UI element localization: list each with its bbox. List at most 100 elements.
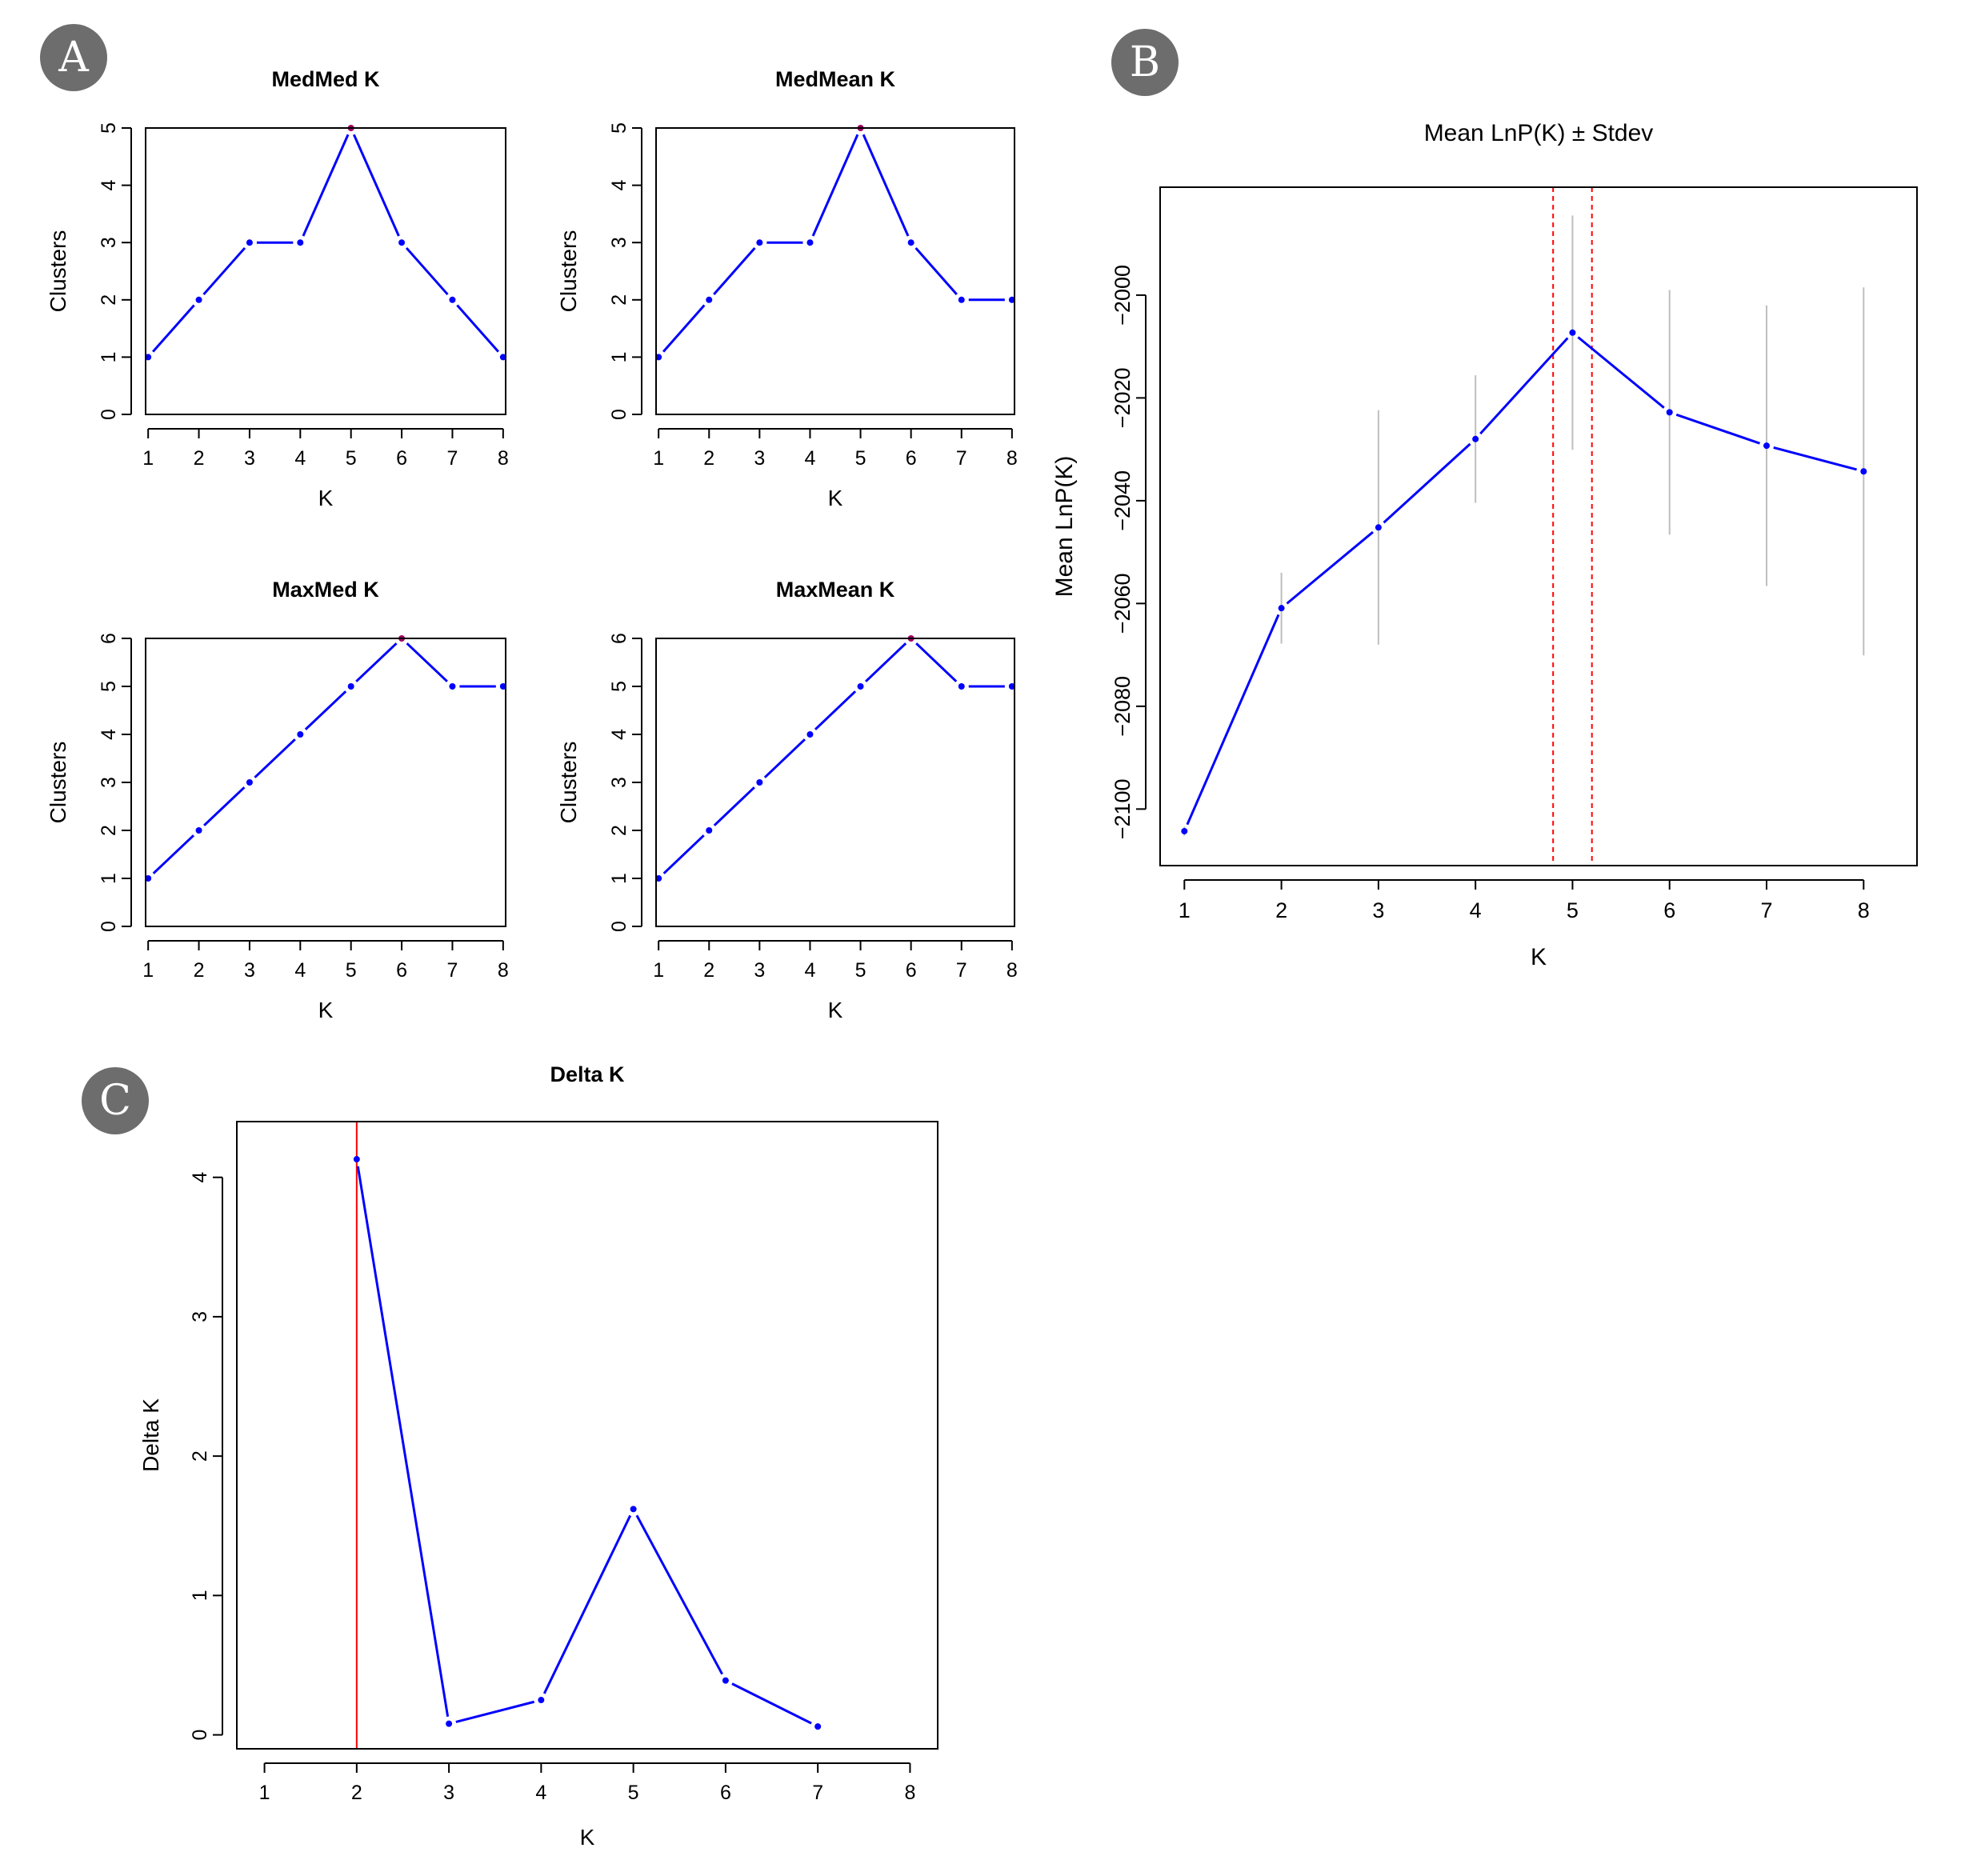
x-tick-label: 4 <box>535 1782 546 1804</box>
data-point <box>958 296 965 303</box>
series-segment <box>814 690 857 730</box>
x-axis-label: K <box>580 1825 595 1850</box>
x-tick-label: 2 <box>703 959 714 982</box>
data-point <box>958 683 965 690</box>
y-tick-label: 2 <box>608 825 630 836</box>
x-tick-label: 7 <box>812 1782 823 1804</box>
series-segment <box>352 134 400 237</box>
data-point <box>499 683 506 690</box>
y-tick-label: 3 <box>98 777 120 788</box>
x-axis-label: K <box>318 486 334 510</box>
panel-label-b: B <box>1111 29 1179 96</box>
y-axis-label: Clusters <box>556 742 581 824</box>
data-point <box>1569 329 1576 336</box>
y-tick-label: −2060 <box>1111 573 1135 634</box>
series-segment <box>1479 337 1569 435</box>
data-point <box>499 354 506 361</box>
plot-frame <box>145 127 506 415</box>
y-axis-label: Clusters <box>46 742 70 824</box>
y-tick-label: 4 <box>608 729 630 740</box>
y-tick-label: 2 <box>189 1450 211 1462</box>
x-tick-label: 6 <box>906 447 917 470</box>
series-segment <box>1186 614 1280 826</box>
series-segment <box>455 1700 535 1723</box>
y-tick-label: 1 <box>98 351 120 362</box>
x-tick-label: 3 <box>244 447 255 470</box>
x-tick-label: 1 <box>259 1782 270 1804</box>
data-point <box>195 827 202 834</box>
series-segment <box>254 738 296 778</box>
chart-title: MedMed K <box>272 67 381 91</box>
y-axis-label: Clusters <box>46 230 70 313</box>
y-tick-label: 2 <box>98 825 120 836</box>
series-segment <box>304 690 347 730</box>
data-point <box>756 779 763 786</box>
x-tick-label: 7 <box>1760 898 1772 922</box>
y-tick-label: 4 <box>189 1172 211 1183</box>
series-segment <box>1773 446 1857 471</box>
y-tick-label: 5 <box>98 122 120 134</box>
y-tick-label: 3 <box>608 237 630 248</box>
series-segment <box>662 304 706 353</box>
series-segment <box>811 134 859 237</box>
x-tick-label: 6 <box>720 1782 731 1804</box>
y-tick-label: 1 <box>189 1590 211 1601</box>
y-tick-label: 3 <box>608 777 630 788</box>
x-tick-label: 2 <box>703 447 714 470</box>
y-tick-label: 6 <box>608 633 630 644</box>
data-point <box>706 296 713 303</box>
x-tick-label: 4 <box>804 447 815 470</box>
series-segment <box>635 1514 723 1675</box>
y-tick-label: 4 <box>98 729 120 740</box>
data-point <box>1181 827 1188 834</box>
data-point <box>806 239 814 246</box>
x-tick-label: 5 <box>346 447 357 470</box>
chart-title: Mean LnP(K) ± Stdev <box>1424 120 1654 146</box>
series-segment <box>915 642 958 682</box>
data-point <box>353 1156 360 1163</box>
data-point <box>145 354 152 361</box>
maxmean-k-chart: MaxMean K 1 2 3 4 5 6 7 8 0 1 2 3 4 5 6 K Clusters <box>556 578 1018 1022</box>
data-point <box>1008 683 1015 690</box>
chart-title: Delta K <box>550 1062 625 1086</box>
x-tick-label: 5 <box>855 447 866 470</box>
series-segment <box>731 1682 812 1725</box>
data-point <box>145 875 152 882</box>
y-tick-label: −2000 <box>1111 265 1135 326</box>
y-tick-label: 4 <box>608 180 630 191</box>
x-tick-label: 8 <box>1858 898 1870 922</box>
x-tick-label: 1 <box>653 447 664 470</box>
plot-frame <box>1159 186 1918 866</box>
data-point <box>1375 524 1382 531</box>
series-segment <box>542 1514 632 1694</box>
series-segment <box>1383 442 1471 524</box>
y-axis-label: Delta K <box>138 1398 163 1472</box>
x-tick-label: 1 <box>142 447 154 470</box>
plot-frame <box>655 127 1015 415</box>
y-tick-label: 0 <box>608 921 630 932</box>
x-tick-label: 2 <box>194 447 205 470</box>
x-tick-label: 8 <box>1007 447 1018 470</box>
series-segment <box>862 134 910 237</box>
series-segment <box>1286 530 1374 605</box>
x-tick-label: 5 <box>1567 898 1579 922</box>
y-tick-label: 5 <box>608 681 630 692</box>
data-point <box>630 1506 637 1513</box>
plot-frame <box>655 638 1015 927</box>
chart-title: MedMean K <box>775 67 896 91</box>
data-point <box>246 239 253 246</box>
x-tick-label: 8 <box>904 1782 915 1804</box>
y-tick-label: 6 <box>98 633 120 644</box>
y-tick-label: 2 <box>98 294 120 306</box>
x-tick-label: 1 <box>1179 898 1191 922</box>
data-point <box>1008 296 1015 303</box>
series-segment <box>914 246 958 296</box>
y-tick-label: 0 <box>98 921 120 932</box>
y-tick-label: 0 <box>608 409 630 420</box>
series-segment <box>713 246 756 296</box>
x-tick-label: 2 <box>1275 898 1287 922</box>
x-tick-label: 7 <box>446 959 458 982</box>
x-axis-label: K <box>828 486 843 510</box>
